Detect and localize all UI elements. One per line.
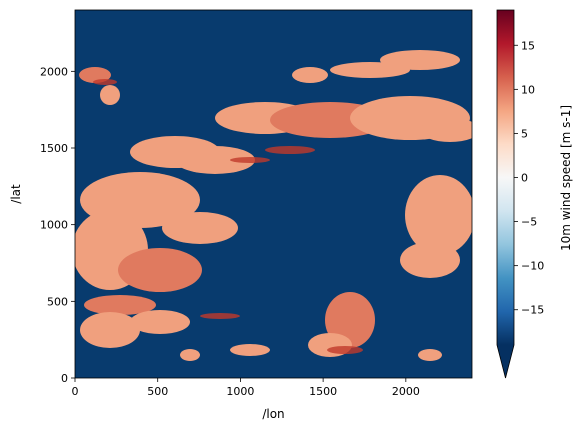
wind-patch bbox=[100, 85, 120, 105]
wind-patch bbox=[380, 50, 460, 70]
colorbar-extend-min bbox=[497, 345, 514, 378]
colorbar-tick-label: 10 bbox=[521, 83, 535, 96]
wind-patch bbox=[420, 118, 472, 142]
x-tick-label: 0 bbox=[72, 385, 79, 398]
colorbar-tick-label: −5 bbox=[521, 216, 537, 229]
colorbar-tick-label: −10 bbox=[521, 260, 544, 273]
y-axis: 0 500 1000 1500 2000 bbox=[40, 65, 75, 385]
colorbar-ticks: −15 −10 −5 0 5 10 15 bbox=[514, 39, 544, 317]
wind-patch bbox=[180, 349, 200, 361]
wind-patch bbox=[80, 312, 140, 348]
wind-patch bbox=[130, 310, 190, 334]
plot-frame bbox=[74, 9, 473, 379]
wind-patch bbox=[405, 175, 472, 255]
x-axis: 0 500 1000 1500 2000 bbox=[72, 378, 420, 398]
wind-patch bbox=[400, 242, 460, 278]
wind-streak bbox=[230, 157, 270, 163]
wind-patch bbox=[292, 67, 328, 83]
wind-streak bbox=[265, 146, 315, 154]
wind-patch bbox=[230, 344, 270, 356]
plot-area bbox=[75, 10, 472, 378]
x-tick-label: 500 bbox=[147, 385, 168, 398]
colorbar: −15 −10 −5 0 5 10 15 10m wind speed [m s-1] bbox=[496, 9, 573, 379]
y-tick-label: 2000 bbox=[40, 65, 68, 78]
y-tick-label: 500 bbox=[47, 295, 68, 308]
wind-patch bbox=[418, 349, 442, 361]
colorbar-tick-label: 0 bbox=[521, 172, 528, 185]
wind-streak bbox=[93, 79, 117, 85]
wind-patch bbox=[118, 248, 202, 292]
y-tick-label: 1500 bbox=[40, 142, 68, 155]
y-tick-label: 1000 bbox=[40, 219, 68, 232]
wind-patch bbox=[79, 67, 111, 83]
y-tick-label: 0 bbox=[61, 372, 68, 385]
x-tick-label: 1500 bbox=[309, 385, 337, 398]
colorbar-tick-label: −15 bbox=[521, 304, 544, 317]
colorbar-tick-label: 15 bbox=[521, 39, 535, 52]
wind-patch bbox=[175, 146, 255, 174]
high-wind-patches bbox=[75, 50, 472, 361]
colorbar-label: 10m wind speed [m s-1] bbox=[559, 105, 573, 251]
wind-streak bbox=[327, 346, 363, 354]
x-axis-label: /lon bbox=[262, 407, 284, 421]
x-tick-label: 1000 bbox=[226, 385, 254, 398]
y-axis-label: /lat bbox=[9, 184, 23, 204]
colorbar-tick-label: 5 bbox=[521, 127, 528, 140]
wind-patch bbox=[84, 295, 156, 315]
colorbar-gradient bbox=[497, 10, 514, 345]
wind-patch bbox=[162, 212, 238, 244]
colorbar-frame bbox=[496, 9, 515, 379]
wind-streak bbox=[200, 313, 240, 319]
x-tick-label: 2000 bbox=[392, 385, 420, 398]
